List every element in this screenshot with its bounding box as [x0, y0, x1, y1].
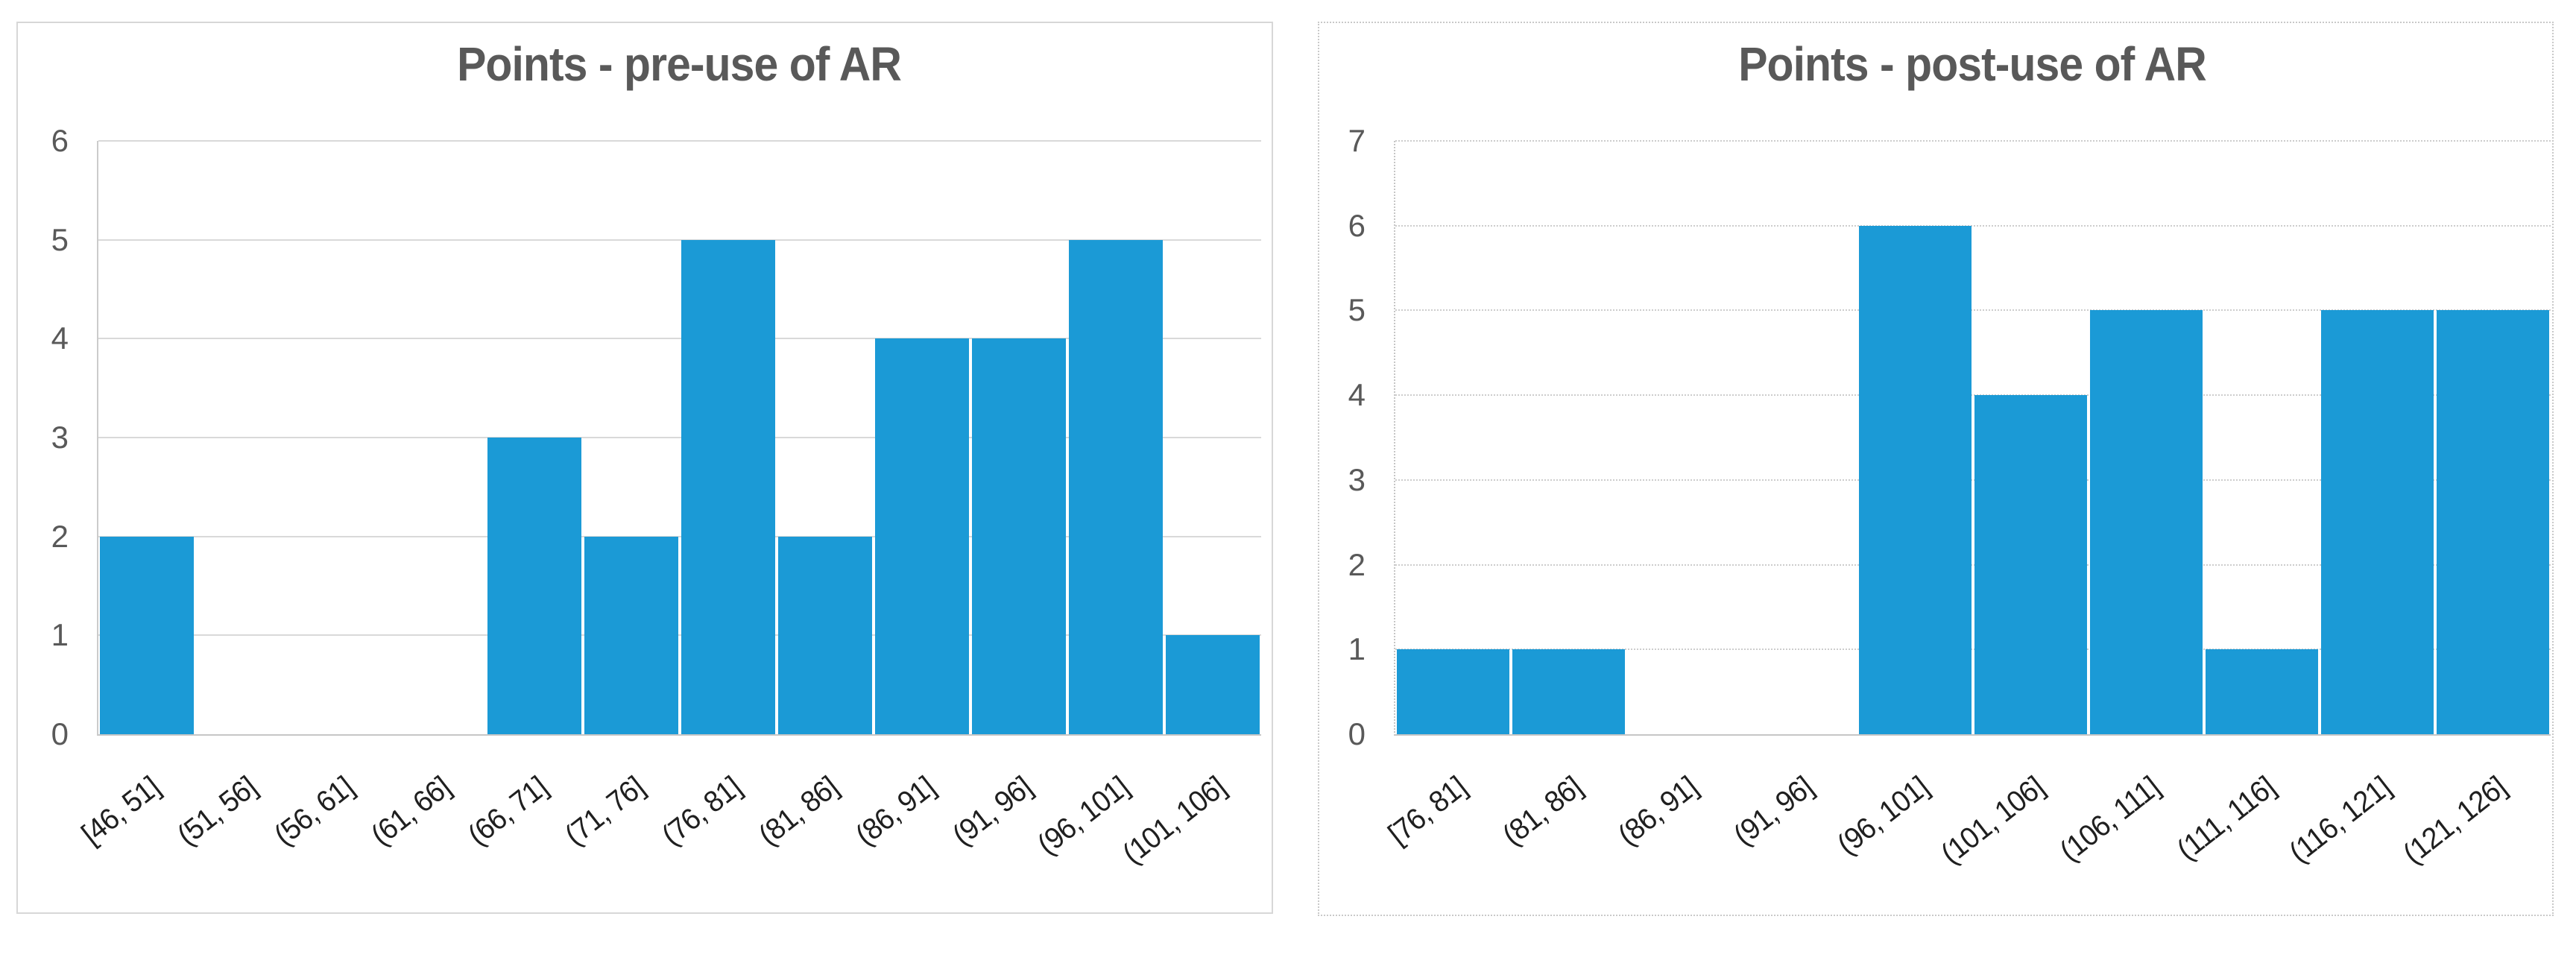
histogram-bar — [2206, 649, 2318, 734]
gridline — [1395, 309, 2551, 312]
histogram-bar — [1069, 239, 1163, 734]
gridline — [98, 634, 1261, 637]
histogram-bar — [2321, 310, 2434, 734]
gridline — [1395, 564, 2551, 566]
histogram-bar — [972, 338, 1066, 734]
y-axis-tick-label: 2 — [51, 518, 69, 554]
y-axis-tick-label: 4 — [1348, 377, 1366, 413]
gridline — [1395, 140, 2551, 142]
y-axis-tick-label: 6 — [1348, 207, 1366, 243]
panel-pre-use-chart: Points - pre-use of AR 0 1 2 3 4 5 6 [46, 51] (5… — [16, 22, 1273, 914]
gridline — [98, 239, 1261, 241]
gridline — [98, 437, 1261, 438]
y-axis-tick-label: 6 — [51, 123, 69, 158]
gridline — [1395, 394, 2551, 397]
gridline — [1395, 224, 2551, 227]
histogram-bar — [2437, 310, 2549, 734]
plot-area-post-use: 0 1 2 3 4 5 6 7 [76, 81] (81, 86] (86, 91] (91, 96]… — [1348, 123, 2551, 871]
y-axis-tick-label: 0 — [51, 716, 69, 751]
y-axis-tick-label: 4 — [51, 321, 69, 356]
chart-title-pre-use: Points - pre-use of AR — [457, 37, 902, 91]
plot-area-pre-use: 0 1 2 3 4 5 6 [46, 51] (51, 56] (56, 61] (61, 66](… — [51, 123, 1261, 871]
histogram-bar — [100, 536, 194, 734]
y-axis-tick-label: 2 — [1348, 546, 1366, 582]
chart-title-post-use: Points - post-use of AR — [1738, 37, 2207, 91]
y-axis-tick-label: 5 — [1348, 292, 1366, 328]
y-axis-tick-label: 0 — [1348, 716, 1366, 751]
histogram-bar — [487, 438, 581, 734]
gridline — [98, 140, 1261, 142]
histogram-bar — [875, 338, 969, 734]
histogram-bar — [1397, 649, 1509, 734]
histogram-bar — [584, 536, 678, 734]
y-axis-tick-label: 1 — [51, 617, 69, 653]
y-axis-tick-label: 3 — [51, 420, 69, 455]
histogram-bar — [778, 536, 872, 734]
gridline — [1395, 648, 2551, 651]
histogram-bar — [1512, 649, 1625, 734]
gridline — [98, 535, 1261, 537]
y-axis-tick-label: 3 — [1348, 461, 1366, 497]
histogram-bar — [1974, 395, 2087, 734]
y-axis-tick-label: 1 — [1348, 631, 1366, 667]
histogram-bar — [681, 239, 775, 734]
y-axis-tick-label: 5 — [51, 221, 69, 257]
histogram-bar — [1859, 225, 1972, 734]
gridline — [1395, 479, 2551, 481]
histogram-bar — [1166, 635, 1260, 734]
panel-post-use-chart: Points - post-use of AR 0 1 2 3 4 5 6 7 [76, 81]… — [1318, 22, 2554, 916]
histogram-bar — [2090, 310, 2203, 734]
gridline — [98, 338, 1261, 340]
y-axis-tick-label: 7 — [1348, 123, 1366, 158]
